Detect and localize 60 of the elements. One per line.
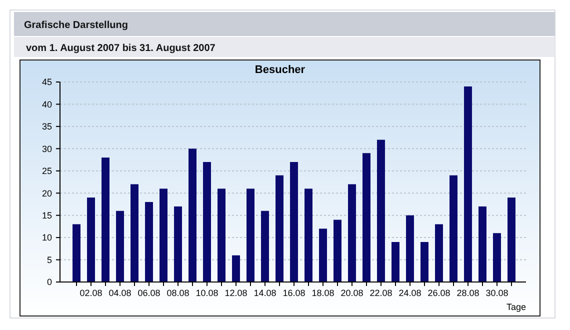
bar — [87, 198, 95, 282]
bar — [130, 184, 138, 282]
x-tick-label: 16.08 — [282, 288, 306, 298]
x-tick-label: 26.08 — [428, 288, 450, 298]
bar — [392, 242, 400, 282]
bar — [450, 175, 458, 282]
x-tick-label: 12.08 — [224, 288, 248, 298]
bar — [261, 210, 269, 282]
x-axis-title: Tage — [506, 302, 526, 312]
bar — [246, 188, 254, 282]
bar — [319, 228, 327, 282]
x-tick-label: 06.08 — [138, 288, 160, 298]
bar — [102, 158, 110, 282]
bar — [478, 206, 486, 282]
x-tick-label: 02.08 — [80, 288, 102, 298]
chart-subtitle: vom 1. August 2007 bis 31. August 2007 — [26, 43, 216, 54]
bar — [276, 175, 284, 282]
bar — [145, 202, 153, 282]
bar — [508, 198, 516, 282]
bar — [493, 233, 501, 282]
y-tick-label: 25 — [42, 166, 52, 176]
bar — [203, 162, 211, 282]
x-tick-label: 14.08 — [254, 288, 276, 298]
text: Grafische Darstellung — [24, 20, 128, 31]
bar — [334, 220, 342, 282]
bar — [348, 184, 356, 282]
bar — [188, 148, 196, 282]
bar — [377, 140, 385, 282]
x-tick-label: 30.08 — [486, 288, 508, 298]
bar — [362, 153, 370, 282]
bar — [116, 210, 124, 282]
bar — [406, 215, 414, 282]
bar — [420, 242, 428, 282]
bar — [304, 188, 312, 282]
x-tick-label: 24.08 — [398, 288, 422, 298]
y-tick-label: 5 — [46, 254, 52, 265]
bar — [218, 188, 226, 282]
bar — [290, 162, 298, 282]
x-tick-label: 10.08 — [196, 288, 218, 298]
y-tick-label: 35 — [42, 122, 52, 132]
y-tick-label: 40 — [42, 99, 52, 110]
x-tick-label: 08.08 — [166, 288, 190, 298]
x-tick-label: 20.08 — [340, 288, 364, 298]
y-tick-label: 30 — [42, 144, 52, 154]
y-tick-label: 45 — [42, 77, 52, 88]
y-tick-label: 0 — [46, 277, 52, 288]
y-tick-label: 20 — [42, 188, 52, 198]
x-tick-label: 18.08 — [312, 288, 334, 298]
bar — [160, 188, 168, 282]
bar — [72, 224, 80, 282]
x-tick-label: 04.08 — [108, 288, 132, 298]
bar — [174, 206, 182, 282]
y-tick-label: 10 — [42, 232, 52, 243]
y-tick-label: 15 — [42, 210, 52, 220]
bar — [232, 255, 240, 282]
x-tick-label: 22.08 — [370, 288, 392, 298]
x-tick-label: 28.08 — [456, 288, 480, 298]
chart-title: Besucher — [254, 64, 306, 76]
bar — [464, 86, 472, 282]
bar — [435, 224, 443, 282]
